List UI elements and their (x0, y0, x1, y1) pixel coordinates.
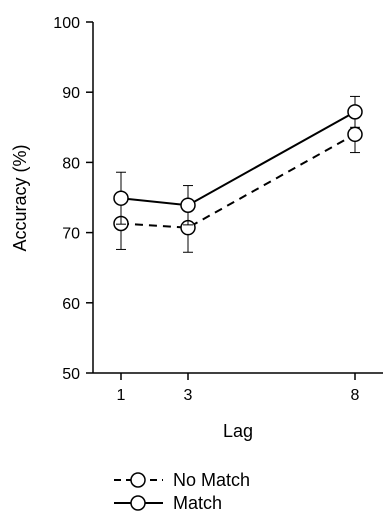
legend-item-no-match: No Match (114, 470, 250, 490)
y-axis-title: Accuracy (%) (10, 144, 30, 251)
legend-marker-no-match (130, 472, 146, 488)
series-line-match (120, 110, 356, 207)
x-ticks: 1 3 8 (117, 373, 360, 404)
x-tick-label: 3 (184, 387, 193, 404)
series-line-no-match (120, 133, 356, 229)
y-tick-label: 70 (62, 226, 80, 243)
series-no-match (113, 115, 363, 253)
legend-label-no-match: No Match (173, 470, 250, 490)
x-tick-label: 8 (351, 387, 360, 404)
legend-label-match: Match (173, 493, 222, 513)
data-point-no-match (347, 126, 363, 143)
x-axis-title: Lag (223, 421, 253, 441)
series-match (113, 95, 363, 226)
legend: No Match Match (114, 470, 250, 513)
y-tick-label: 100 (53, 15, 80, 32)
y-tick-label: 50 (62, 366, 80, 383)
data-point-match (347, 104, 363, 120)
y-ticks: 50 60 70 80 90 100 (53, 15, 93, 383)
legend-item-match: Match (114, 493, 222, 513)
data-point-match (180, 197, 196, 213)
series-layer (113, 95, 363, 253)
axes (92, 22, 383, 374)
legend-marker-match (130, 495, 146, 511)
data-point-match (113, 190, 129, 206)
y-tick-label: 60 (62, 296, 80, 313)
x-tick-label: 1 (117, 387, 126, 404)
y-tick-label: 90 (62, 85, 80, 102)
y-tick-label: 80 (62, 155, 80, 172)
